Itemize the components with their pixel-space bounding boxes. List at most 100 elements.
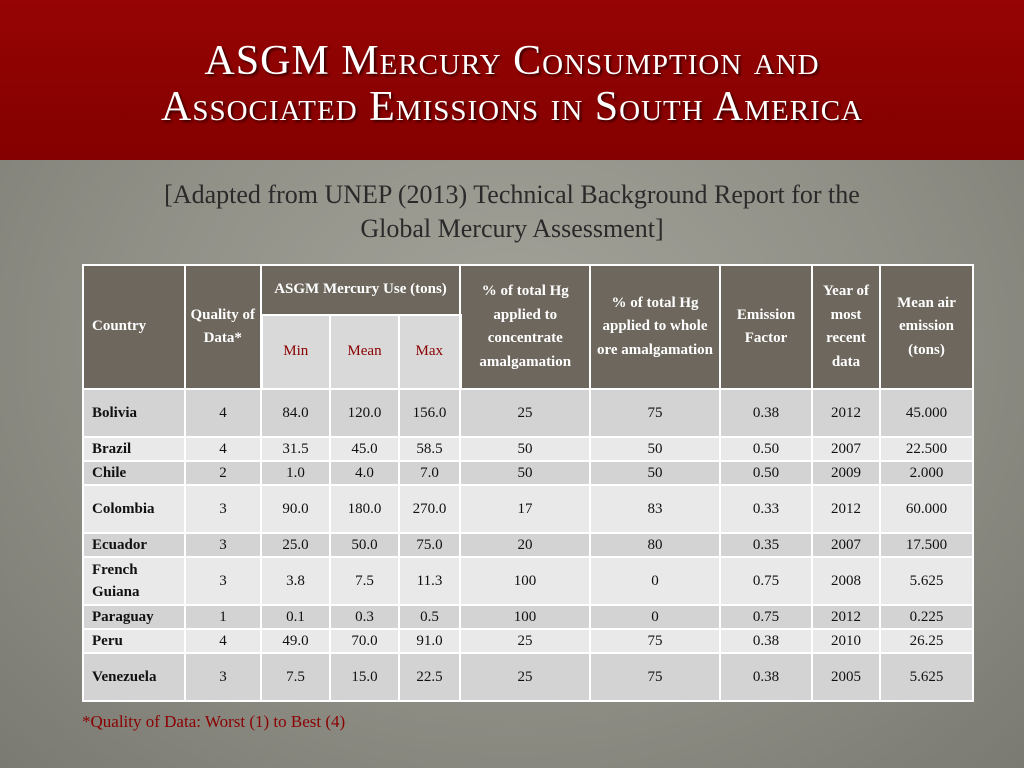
- header-asgm-use: ASGM Mercury Use (tons): [260, 264, 461, 316]
- slide-subtitle: [Adapted from UNEP (2013) Technical Back…: [0, 178, 1024, 246]
- slide-title-line-1: ASGM Mercury Consumption and: [204, 38, 820, 84]
- cell-country: Colombia: [82, 484, 186, 534]
- cell-quality: 3: [184, 484, 262, 534]
- cell-mean-air-emission: 22.500: [879, 436, 974, 462]
- table-row: Paraguay 1 0.1 0.3 0.5 100 0 0.75 2012 0…: [82, 604, 974, 630]
- table-row: Colombia 3 90.0 180.0 270.0 17 83 0.33 2…: [82, 484, 974, 534]
- cell-emission-factor: 0.75: [719, 556, 813, 606]
- cell-max: 11.3: [398, 556, 461, 606]
- cell-pct-whole-ore: 50: [589, 460, 721, 486]
- cell-mean: 50.0: [329, 532, 400, 558]
- cell-year: 2012: [811, 484, 881, 534]
- cell-mean-air-emission: 45.000: [879, 388, 974, 438]
- cell-quality: 3: [184, 652, 262, 702]
- cell-pct-whole-ore: 75: [589, 628, 721, 654]
- subtitle-line-2: Global Mercury Assessment]: [360, 214, 664, 243]
- cell-country: Brazil: [82, 436, 186, 462]
- cell-country: Venezuela: [82, 652, 186, 702]
- cell-pct-concentrate: 100: [459, 556, 591, 606]
- cell-country: French Guiana: [82, 556, 186, 606]
- table-row: Ecuador 3 25.0 50.0 75.0 20 80 0.35 2007…: [82, 532, 974, 558]
- subtitle-line-1: [Adapted from UNEP (2013) Technical Back…: [164, 180, 860, 209]
- cell-quality: 2: [184, 460, 262, 486]
- cell-mean-air-emission: 5.625: [879, 652, 974, 702]
- cell-country: Paraguay: [82, 604, 186, 630]
- cell-mean-air-emission: 5.625: [879, 556, 974, 606]
- cell-year: 2007: [811, 532, 881, 558]
- cell-mean-air-emission: 26.25: [879, 628, 974, 654]
- cell-emission-factor: 0.38: [719, 652, 813, 702]
- cell-quality: 4: [184, 628, 262, 654]
- cell-max: 7.0: [398, 460, 461, 486]
- cell-mean: 7.5: [329, 556, 400, 606]
- cell-mean-air-emission: 0.225: [879, 604, 974, 630]
- cell-min: 3.8: [260, 556, 331, 606]
- cell-emission-factor: 0.50: [719, 460, 813, 486]
- cell-country: Bolivia: [82, 388, 186, 438]
- cell-max: 156.0: [398, 388, 461, 438]
- title-band: ASGM Mercury Consumption and Associated …: [0, 0, 1024, 160]
- cell-mean: 180.0: [329, 484, 400, 534]
- cell-max: 75.0: [398, 532, 461, 558]
- header-pct-concentrate: % of total Hg applied to concentrate ama…: [459, 264, 591, 390]
- table-row: Chile 2 1.0 4.0 7.0 50 50 0.50 2009 2.00…: [82, 460, 974, 486]
- cell-pct-concentrate: 25: [459, 388, 591, 438]
- slide-title-line-2: Associated Emissions in South America: [161, 84, 863, 130]
- cell-emission-factor: 0.75: [719, 604, 813, 630]
- cell-emission-factor: 0.38: [719, 388, 813, 438]
- cell-mean: 4.0: [329, 460, 400, 486]
- cell-pct-whole-ore: 80: [589, 532, 721, 558]
- cell-country: Ecuador: [82, 532, 186, 558]
- cell-country: Peru: [82, 628, 186, 654]
- header-pct-whole-ore: % of total Hg applied to whole ore amalg…: [589, 264, 721, 390]
- cell-year: 2010: [811, 628, 881, 654]
- cell-pct-whole-ore: 0: [589, 556, 721, 606]
- cell-pct-concentrate: 25: [459, 652, 591, 702]
- table-row: Peru 4 49.0 70.0 91.0 25 75 0.38 2010 26…: [82, 628, 974, 654]
- table-row: Bolivia 4 84.0 120.0 156.0 25 75 0.38 20…: [82, 388, 974, 438]
- cell-pct-concentrate: 50: [459, 460, 591, 486]
- cell-pct-concentrate: 50: [459, 436, 591, 462]
- cell-max: 0.5: [398, 604, 461, 630]
- table-row: Brazil 4 31.5 45.0 58.5 50 50 0.50 2007 …: [82, 436, 974, 462]
- header-min: Min: [259, 314, 331, 390]
- mercury-data-table: Country Quality of Data* ASGM Mercury Us…: [82, 264, 974, 702]
- cell-quality: 3: [184, 556, 262, 606]
- header-country: Country: [82, 264, 186, 390]
- cell-min: 1.0: [260, 460, 331, 486]
- cell-quality: 3: [184, 532, 262, 558]
- cell-min: 7.5: [260, 652, 331, 702]
- cell-quality: 4: [184, 436, 262, 462]
- cell-country: Chile: [82, 460, 186, 486]
- cell-pct-whole-ore: 75: [589, 652, 721, 702]
- cell-emission-factor: 0.38: [719, 628, 813, 654]
- cell-year: 2005: [811, 652, 881, 702]
- cell-mean: 70.0: [329, 628, 400, 654]
- cell-year: 2007: [811, 436, 881, 462]
- cell-pct-whole-ore: 0: [589, 604, 721, 630]
- cell-mean-air-emission: 17.500: [879, 532, 974, 558]
- header-mean-air-emission: Mean air emission (tons): [879, 264, 974, 390]
- header-emission-factor: Emission Factor: [719, 264, 813, 390]
- table-row: French Guiana 3 3.8 7.5 11.3 100 0 0.75 …: [82, 556, 974, 606]
- cell-emission-factor: 0.33: [719, 484, 813, 534]
- cell-max: 22.5: [398, 652, 461, 702]
- slide-title: ASGM Mercury Consumption and Associated …: [0, 38, 1024, 130]
- cell-pct-whole-ore: 83: [589, 484, 721, 534]
- cell-mean-air-emission: 60.000: [879, 484, 974, 534]
- cell-min: 90.0: [260, 484, 331, 534]
- header-max: Max: [398, 314, 462, 390]
- cell-emission-factor: 0.50: [719, 436, 813, 462]
- cell-mean-air-emission: 2.000: [879, 460, 974, 486]
- header-year: Year of most recent data: [811, 264, 881, 390]
- cell-year: 2012: [811, 604, 881, 630]
- cell-min: 84.0: [260, 388, 331, 438]
- cell-pct-concentrate: 25: [459, 628, 591, 654]
- cell-emission-factor: 0.35: [719, 532, 813, 558]
- header-quality: Quality of Data*: [184, 264, 262, 390]
- cell-mean: 15.0: [329, 652, 400, 702]
- cell-max: 91.0: [398, 628, 461, 654]
- cell-year: 2008: [811, 556, 881, 606]
- cell-mean: 0.3: [329, 604, 400, 630]
- cell-min: 49.0: [260, 628, 331, 654]
